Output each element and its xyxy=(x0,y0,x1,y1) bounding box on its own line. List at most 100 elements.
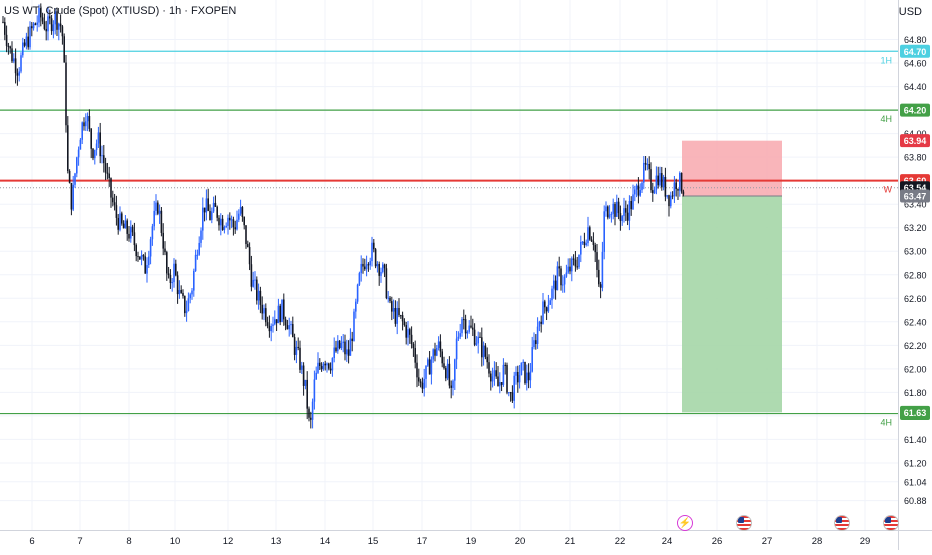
candle-body xyxy=(40,8,42,18)
candle-body xyxy=(302,365,305,386)
candle-body xyxy=(263,308,265,314)
price-tick-label: 63.40 xyxy=(904,200,927,210)
time-tick-label: 7 xyxy=(77,536,82,547)
candle-body xyxy=(531,347,533,372)
candle-body xyxy=(385,268,388,299)
candle-body xyxy=(16,73,19,76)
candle-body xyxy=(148,256,150,266)
candle-body xyxy=(508,392,510,394)
flash-icon[interactable]: ⚡ xyxy=(677,515,693,531)
candle-body xyxy=(25,36,28,46)
candle-body xyxy=(540,321,542,324)
candle-body xyxy=(403,321,406,326)
candle-body xyxy=(464,319,467,334)
candle-body xyxy=(617,201,620,214)
entry-price-badge: 63.47 xyxy=(904,191,927,201)
time-tick-label: 28 xyxy=(812,536,823,547)
candle-body xyxy=(601,251,604,288)
candle-body xyxy=(661,173,663,188)
candle-body xyxy=(448,363,451,386)
candle-body xyxy=(556,266,559,291)
candle-body xyxy=(355,301,357,312)
candle-body xyxy=(344,341,346,355)
candle-body xyxy=(5,34,8,46)
candle-body xyxy=(565,272,568,277)
candle-body xyxy=(517,371,519,383)
candle-body xyxy=(592,241,595,245)
candle-body xyxy=(356,284,359,302)
time-tick-label: 14 xyxy=(320,536,331,547)
candle-body xyxy=(648,164,650,170)
candle-body xyxy=(234,227,236,230)
candle-body xyxy=(270,325,272,332)
candle-body xyxy=(139,256,141,260)
candle-body xyxy=(261,304,263,314)
candle-body xyxy=(155,202,157,211)
stop-loss-zone xyxy=(682,140,782,196)
candle-body xyxy=(133,232,136,246)
candle-body xyxy=(446,363,449,379)
candle-body xyxy=(22,42,24,56)
candle-body xyxy=(585,243,587,246)
candle-body xyxy=(252,279,254,287)
candle-body xyxy=(376,263,379,267)
candle-body xyxy=(225,225,227,228)
candle-body xyxy=(310,417,312,420)
candle-body xyxy=(236,219,238,230)
price-tick-label: 64.40 xyxy=(904,82,927,92)
candle-body xyxy=(265,308,267,323)
candle-body xyxy=(571,258,573,272)
currency-label[interactable]: USD xyxy=(898,6,922,18)
candle-body xyxy=(668,195,670,207)
candle-body xyxy=(405,325,407,338)
candle-body xyxy=(652,190,654,194)
candle-body xyxy=(176,275,179,295)
candle-body xyxy=(391,301,393,312)
candle-body xyxy=(88,116,91,129)
candle-body xyxy=(477,336,479,344)
candle-body xyxy=(445,368,447,379)
us-flag-icon[interactable] xyxy=(834,515,850,531)
candle-body xyxy=(92,148,94,159)
us-flag-icon[interactable] xyxy=(883,515,899,531)
candle-body xyxy=(459,333,461,337)
level-lines: 1H 4H W 4H xyxy=(0,50,898,428)
candle-body xyxy=(326,363,328,366)
candle-body xyxy=(160,210,163,233)
candle-body xyxy=(679,172,681,191)
candle-body xyxy=(274,319,276,325)
candle-body xyxy=(346,349,348,355)
candle-body xyxy=(119,213,121,230)
us-flag-icon[interactable] xyxy=(736,515,752,531)
candle-body xyxy=(439,341,442,352)
level-label: W xyxy=(884,185,893,195)
candle-body xyxy=(589,227,591,240)
candle-body xyxy=(113,202,116,206)
candle-body xyxy=(256,279,258,301)
candle-body xyxy=(135,245,137,257)
candle-body xyxy=(56,11,58,30)
price-tick-label: 63.80 xyxy=(904,153,927,163)
candle-body xyxy=(167,273,170,275)
candle-body xyxy=(250,264,253,287)
candle-body xyxy=(653,189,656,194)
candle-body xyxy=(430,359,433,375)
level-label: 4H xyxy=(880,418,892,428)
candle-body xyxy=(292,324,294,338)
candle-body xyxy=(63,36,65,63)
candle-body xyxy=(9,46,11,49)
candle-body xyxy=(286,325,289,330)
candle-body xyxy=(232,219,235,228)
candle-body xyxy=(126,220,128,234)
symbol-title[interactable]: US WTI Crude (Spot) (XTIUSD) · 1h · FXOP… xyxy=(4,5,237,17)
candle-body xyxy=(142,255,145,257)
candle-body xyxy=(414,348,416,363)
candle-body xyxy=(590,239,593,242)
candle-body xyxy=(248,247,251,265)
candle-body xyxy=(587,227,589,244)
candle-body xyxy=(598,269,600,285)
candle-body xyxy=(351,338,353,341)
